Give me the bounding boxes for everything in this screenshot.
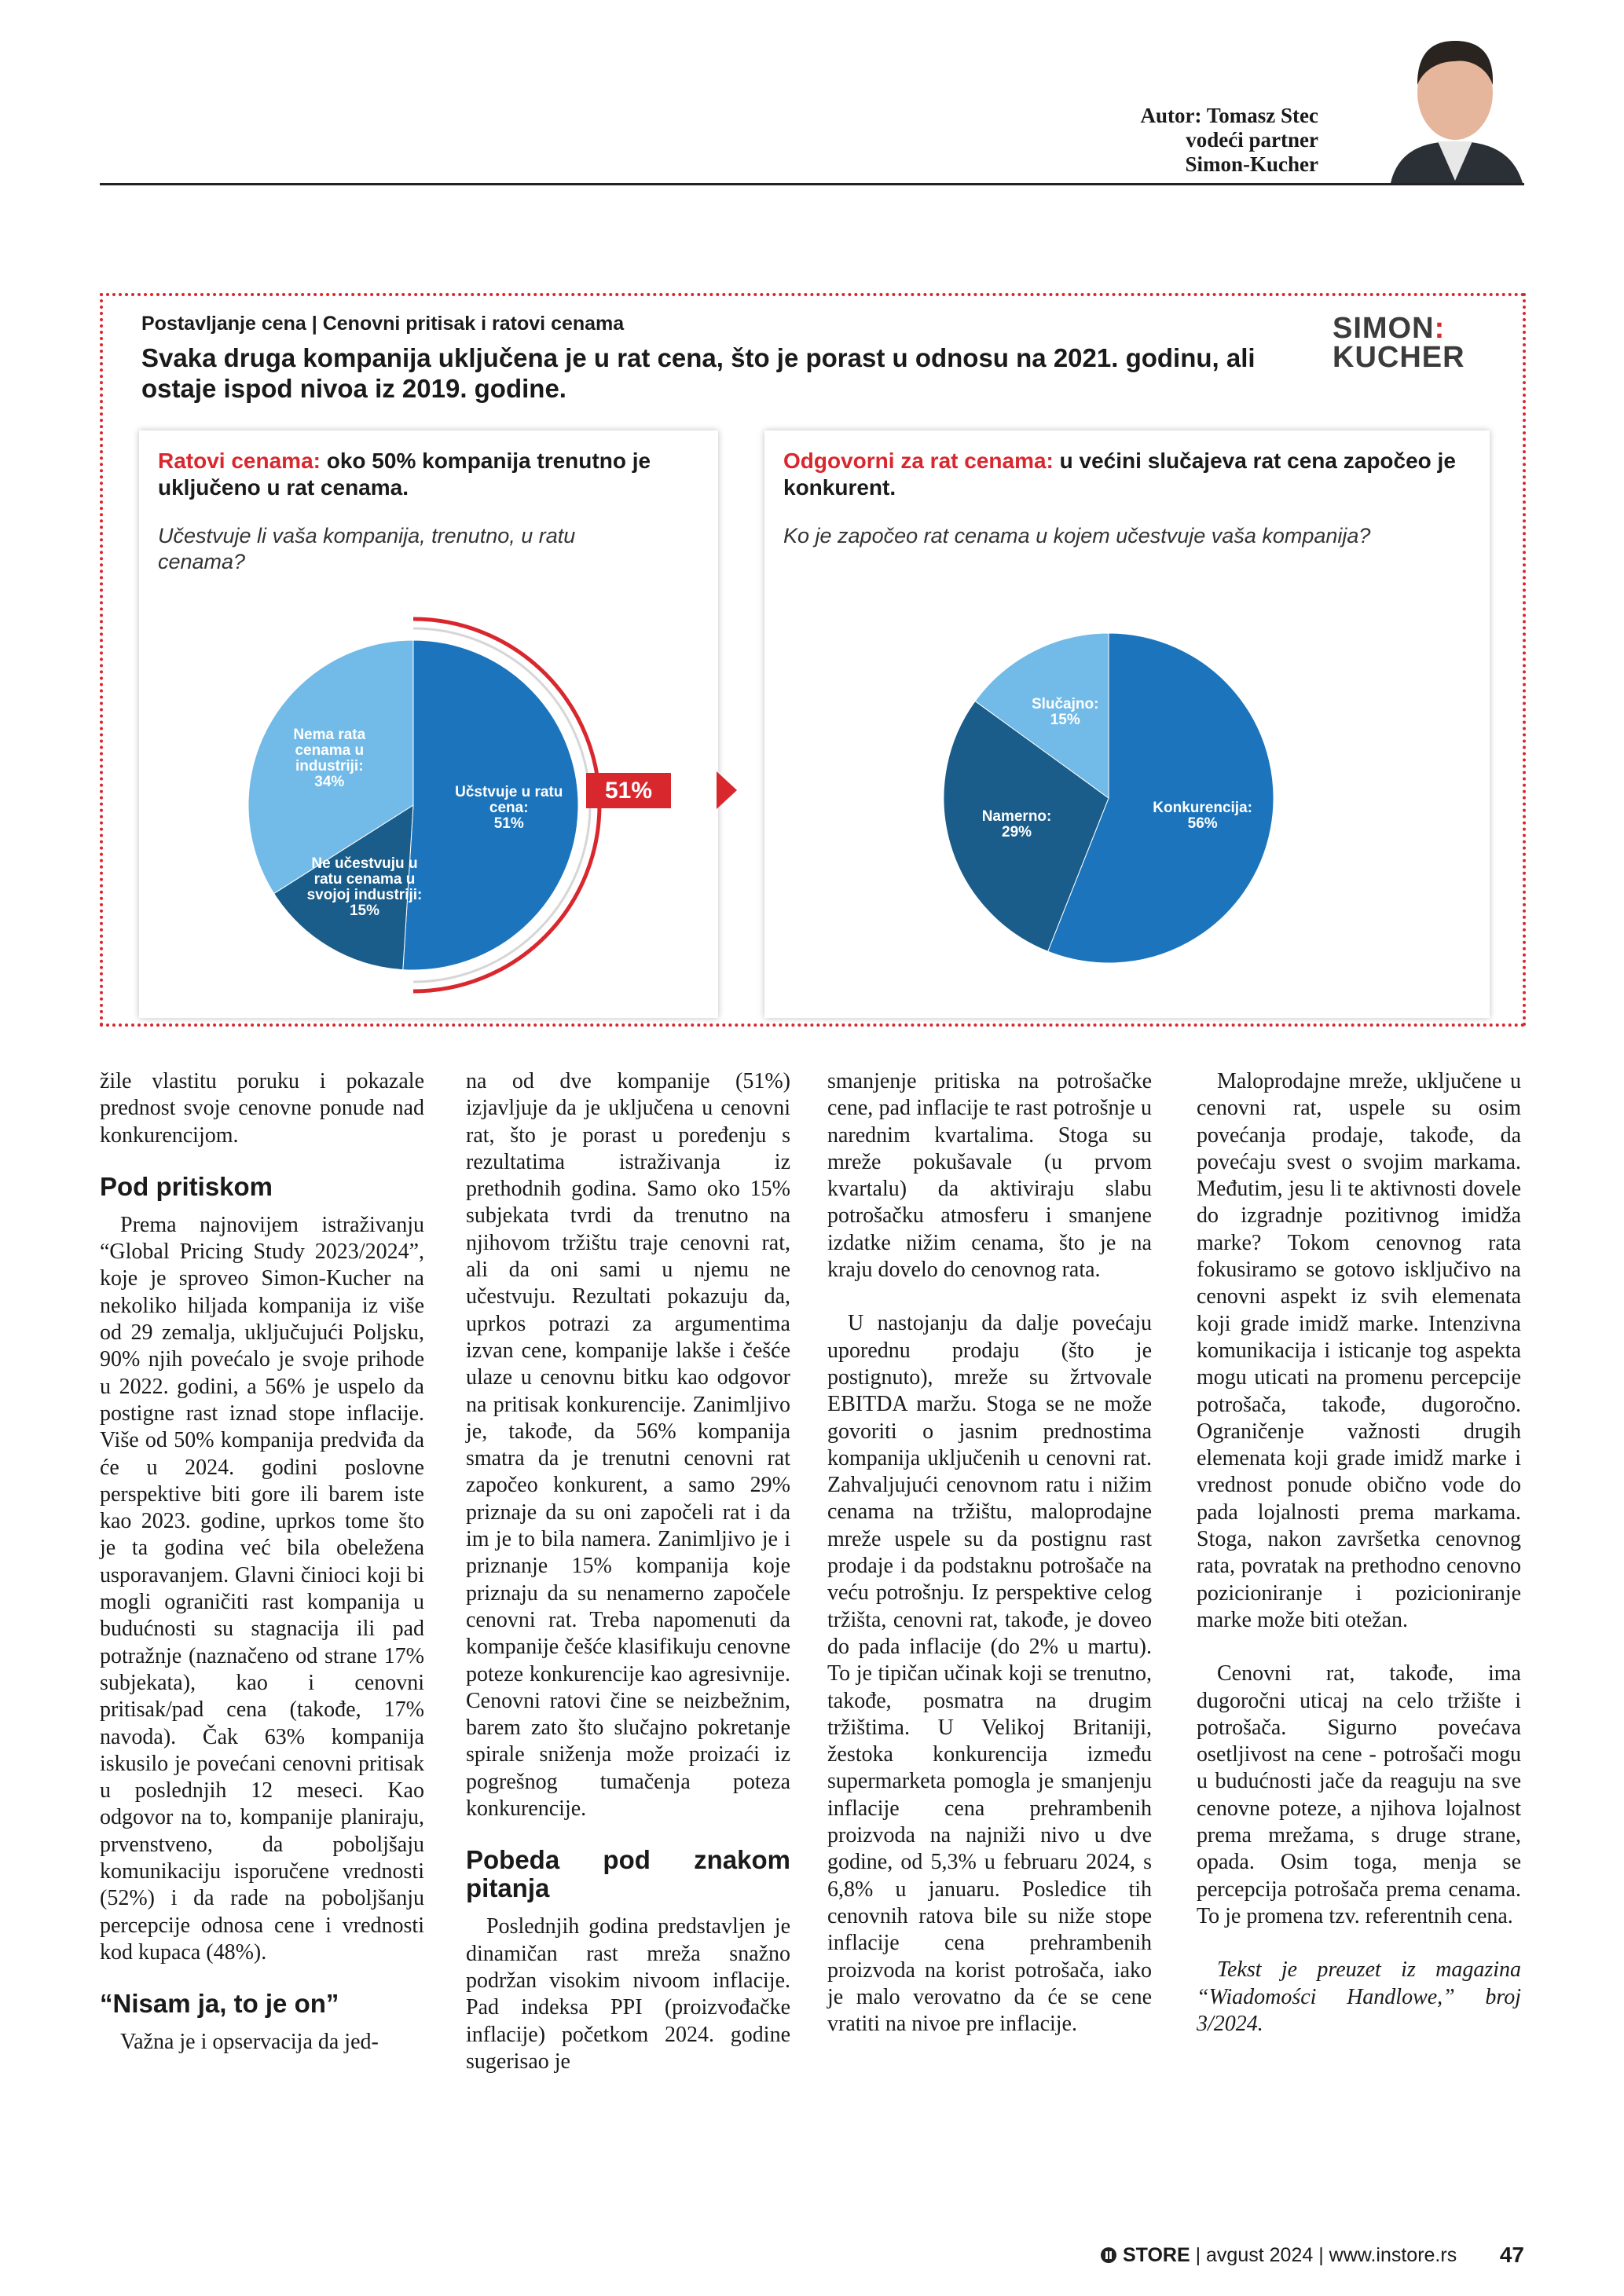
slice-label: Slučajno: 15%	[1006, 697, 1124, 728]
separator: |	[1318, 2244, 1324, 2266]
chart-panel: Ratovi cenama: oko 50% kompanija trenutn…	[139, 430, 718, 1018]
page-number: 47	[1499, 2243, 1524, 2267]
slice-category: Namerno:	[981, 807, 1052, 825]
author-line: vodeći partner	[1186, 128, 1318, 152]
slice-category: Nema rata cenama u industriji:	[293, 727, 366, 775]
footer-issue: avgust 2024	[1206, 2244, 1314, 2266]
header-rule	[100, 183, 1524, 185]
slice-value: 51%	[493, 815, 524, 832]
paragraph: U nastojanju da dalje povećaju uporednu …	[827, 1311, 1152, 2037]
slice-label: Namerno: 29%	[958, 807, 1076, 840]
infographic-kicker: Postavljanje cena | Cenovni pritisak i r…	[141, 313, 625, 335]
article-column: smanjenje pritiska na potrošačke cene, p…	[827, 1068, 1152, 2038]
author-photo	[1383, 24, 1528, 183]
separator: |	[1195, 2244, 1201, 2266]
footer-brand: STORE	[1122, 2244, 1190, 2266]
paragraph: Cenovni rat, takođe, ima dugoročni utica…	[1197, 1661, 1521, 1928]
logo-word: SIMON	[1333, 312, 1435, 345]
slice-category: Učstvuje u ratu cena:	[455, 783, 563, 816]
slice-category: Slučajno:	[1031, 696, 1099, 713]
brand-icon	[1101, 2247, 1116, 2263]
paragraph: Poslednjih godina predstavljen je dinami…	[466, 1914, 790, 2074]
lead-highlight: Odgovorni za rat cenama:	[783, 449, 1054, 473]
callout: 51%	[586, 773, 671, 808]
paragraph: Maloprodajne mreže, uključene u cenovni …	[1197, 1069, 1521, 1632]
panel-lead: Odgovorni za rat cenama: u većini slučaj…	[783, 448, 1459, 501]
slice-value: 34%	[314, 774, 345, 791]
source-note: Tekst je preuzet iz magazina “Wiadomości…	[1197, 1957, 1521, 2036]
logo-dots: :	[1434, 312, 1446, 345]
paragraph: smanjenje pritiska na potrošačke cene, p…	[827, 1069, 1152, 1283]
chart-panel: Odgovorni za rat cenama: u većini slučaj…	[764, 430, 1490, 1018]
section-heading: Pobeda pod znakom pitanja	[466, 1845, 790, 1903]
author-block: Autor: Tomasz Stec vodeći partner Simon-…	[1021, 104, 1318, 177]
paragraph: žile vlastitu poruku i pokazale prednost…	[100, 1069, 424, 1148]
panel-lead: Ratovi cenama: oko 50% kompanija trenutn…	[158, 448, 700, 501]
infographic-headline: Svaka druga kompanija uključena je u rat…	[141, 343, 1256, 403]
slice-value: 15%	[1050, 712, 1080, 729]
section-heading: Pod pritiskom	[100, 1171, 273, 1201]
section-heading: “Nisam ja, to je on”	[100, 1989, 339, 2019]
panel-question: Učestvuje li vaša kompanija, trenutno, u…	[158, 524, 576, 573]
slice-category: Konkurencija:	[1153, 799, 1252, 816]
article-column: na od dve kompanije (51%) izjavljuje da …	[466, 1068, 790, 2075]
lead-text: oko 50% kompanija trenutno je uključeno …	[158, 449, 651, 500]
slice-label: Učstvuje u ratu cena: 51%	[450, 783, 568, 832]
author-line: Simon-Kucher	[1185, 152, 1318, 176]
slice-label: Nema rata cenama u industriji: 34%	[270, 727, 388, 790]
paragraph: Prema najnovijem istraživanju “Global Pr…	[100, 1212, 424, 1965]
lead-text: u većini slučajeva rat cena započeo je k…	[783, 449, 1456, 500]
panel-question: Ko je započeo rat cenama u kojem učestvu…	[783, 524, 1371, 547]
slice-value: 29%	[1002, 823, 1032, 840]
slice-label: Ne učestvuju u ratu cenama u svojoj indu…	[306, 855, 423, 919]
article-column: Maloprodajne mreže, uključene u cenovni …	[1197, 1068, 1521, 2038]
logo: SIMON: KUCHER	[1333, 312, 1465, 374]
logo-line: KUCHER	[1333, 341, 1465, 374]
slice-value: 56%	[1187, 815, 1218, 832]
author-line: Autor: Tomasz Stec	[1140, 104, 1318, 127]
lead-highlight: Ratovi cenama:	[158, 449, 321, 473]
paragraph: na od dve kompanije (51%) izjavljuje da …	[466, 1069, 790, 1822]
slice-category: Ne učestvuju u ratu cenama u svojoj indu…	[306, 855, 423, 903]
footer: STORE | avgust 2024 | www.instore.rs 47	[1100, 2243, 1524, 2267]
logo-line: SIMON:	[1333, 312, 1465, 345]
slice-label: Konkurencija: 56%	[1144, 800, 1262, 832]
article-column: žile vlastitu poruku i pokazale prednost…	[100, 1068, 424, 2056]
paragraph: Važna je i opservacija da jed-	[120, 2030, 379, 2055]
slice-value: 15%	[349, 902, 379, 919]
footer-website: www.instore.rs	[1329, 2244, 1457, 2266]
